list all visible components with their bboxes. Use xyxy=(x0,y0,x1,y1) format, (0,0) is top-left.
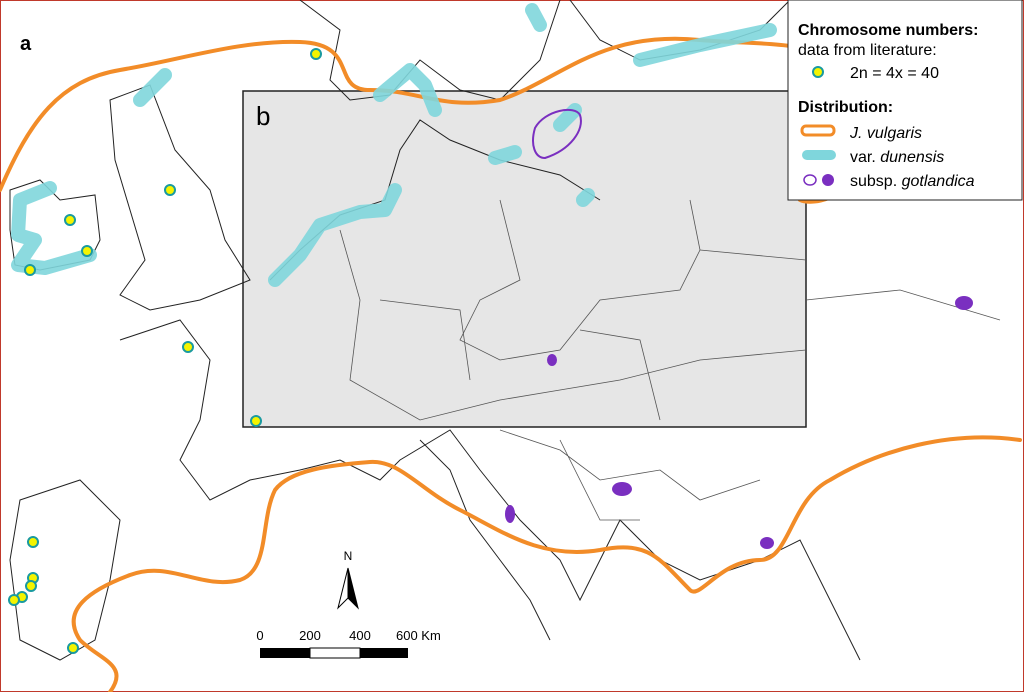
scale-label: 600 Km xyxy=(396,628,441,643)
gotlandica xyxy=(505,108,973,549)
legend-subheading: data from literature: xyxy=(798,42,937,59)
legend-label: J. vulgaris xyxy=(849,125,922,142)
legend-box xyxy=(787,0,1023,201)
panel-label: a xyxy=(20,33,32,55)
scale-label: 200 xyxy=(299,628,321,643)
legend-name: dunensis xyxy=(880,149,944,166)
chromosome-points xyxy=(8,48,322,654)
legend-swatch xyxy=(803,174,817,186)
legend-label: subsp. gotlandica xyxy=(850,173,975,190)
legend-point xyxy=(812,66,824,78)
scale-label: 0 xyxy=(256,628,263,643)
legend-heading: Chromosome numbers: xyxy=(798,22,978,39)
legend-name: gotlandica xyxy=(902,173,975,190)
scale-label: 400 xyxy=(349,628,371,643)
panel-label: b xyxy=(256,101,270,131)
legend-prefix: var. xyxy=(850,149,876,166)
legend-swatch xyxy=(822,174,834,186)
dunensis-coasts xyxy=(11,3,777,287)
legend-label: 2n = 4x = 40 xyxy=(850,65,939,82)
inset-b xyxy=(242,90,807,428)
legend-swatch xyxy=(800,124,836,137)
legend-swatch xyxy=(802,150,836,160)
legend-heading: Distribution: xyxy=(798,99,893,116)
scale-bar: 0 200 400 600 Km xyxy=(256,628,441,659)
legend-prefix: subsp. xyxy=(850,173,897,190)
legend: Chromosome numbers: data from literature… xyxy=(787,0,1023,201)
borders xyxy=(339,199,1001,521)
north-label: N xyxy=(344,549,353,563)
legend-label: var. dunensis xyxy=(850,149,944,166)
north-arrow: N xyxy=(337,549,359,610)
